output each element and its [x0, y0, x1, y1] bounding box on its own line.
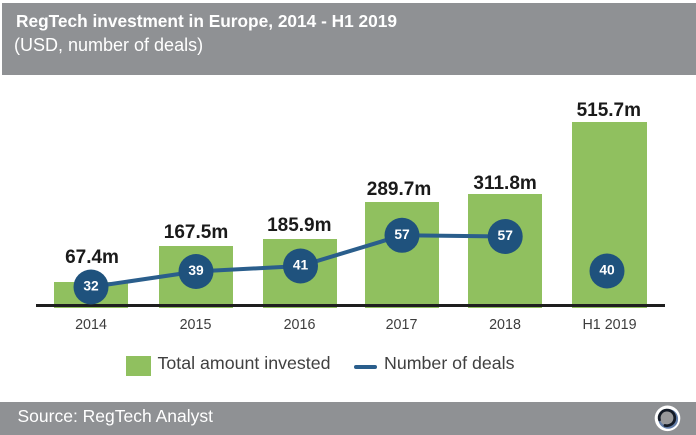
svg-text:57: 57 [394, 227, 410, 242]
svg-text:39: 39 [188, 263, 204, 278]
svg-text:32: 32 [83, 279, 99, 294]
svg-text:40: 40 [599, 263, 615, 278]
svg-text:41: 41 [293, 258, 309, 273]
svg-text:57: 57 [498, 228, 514, 243]
